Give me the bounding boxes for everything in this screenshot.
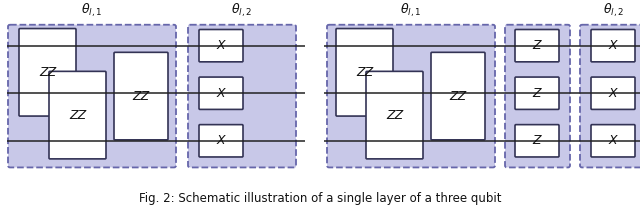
FancyBboxPatch shape <box>49 71 106 159</box>
Text: $\theta_{l,1}$: $\theta_{l,1}$ <box>401 2 422 19</box>
Text: ZZ: ZZ <box>449 90 467 103</box>
Text: ZZ: ZZ <box>69 109 86 122</box>
Text: X: X <box>217 87 225 100</box>
Text: Z: Z <box>532 39 541 52</box>
Text: X: X <box>217 39 225 52</box>
FancyBboxPatch shape <box>591 125 635 157</box>
FancyBboxPatch shape <box>505 25 570 167</box>
Text: ZZ: ZZ <box>132 90 150 103</box>
Text: Z: Z <box>532 134 541 147</box>
Text: $\theta_{l,1}$: $\theta_{l,1}$ <box>81 2 102 19</box>
FancyBboxPatch shape <box>114 52 168 140</box>
Text: Z: Z <box>532 87 541 100</box>
FancyBboxPatch shape <box>8 25 176 167</box>
FancyBboxPatch shape <box>431 52 485 140</box>
Text: X: X <box>609 39 618 52</box>
FancyBboxPatch shape <box>515 77 559 109</box>
Text: ZZ: ZZ <box>386 109 403 122</box>
FancyBboxPatch shape <box>580 25 640 167</box>
FancyBboxPatch shape <box>515 29 559 62</box>
FancyBboxPatch shape <box>515 125 559 157</box>
FancyBboxPatch shape <box>336 29 393 116</box>
Text: X: X <box>609 134 618 147</box>
FancyBboxPatch shape <box>591 77 635 109</box>
FancyBboxPatch shape <box>327 25 495 167</box>
FancyBboxPatch shape <box>591 29 635 62</box>
Text: X: X <box>217 134 225 147</box>
FancyBboxPatch shape <box>199 77 243 109</box>
FancyBboxPatch shape <box>19 29 76 116</box>
FancyBboxPatch shape <box>366 71 423 159</box>
Text: Fig. 2: Schematic illustration of a single layer of a three qubit: Fig. 2: Schematic illustration of a sing… <box>139 192 501 206</box>
Text: X: X <box>609 87 618 100</box>
Text: ZZ: ZZ <box>356 66 373 79</box>
Text: $\theta_{l,2}$: $\theta_{l,2}$ <box>232 2 253 19</box>
FancyBboxPatch shape <box>188 25 296 167</box>
FancyBboxPatch shape <box>199 29 243 62</box>
Text: $\theta_{l,2}$: $\theta_{l,2}$ <box>604 2 625 19</box>
Text: ZZ: ZZ <box>39 66 56 79</box>
FancyBboxPatch shape <box>199 125 243 157</box>
